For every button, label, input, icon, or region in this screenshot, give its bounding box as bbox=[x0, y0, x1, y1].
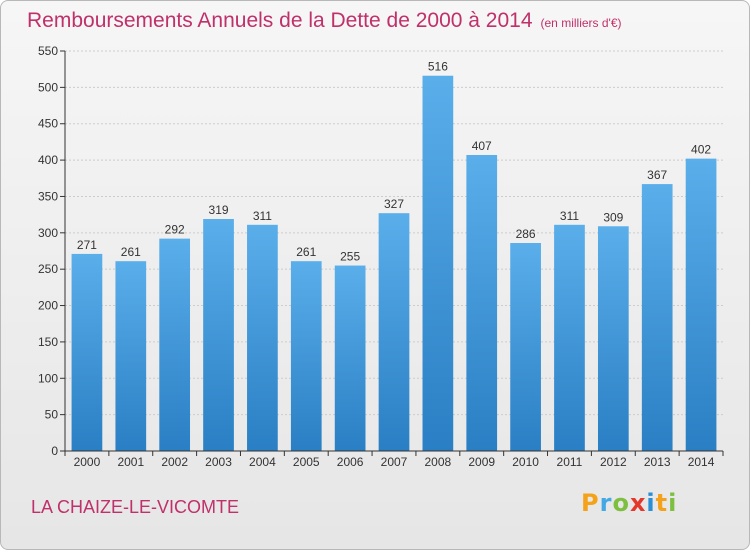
x-tick-label: 2010 bbox=[512, 455, 539, 469]
y-tick-label: 0 bbox=[51, 444, 58, 458]
bar-2008 bbox=[422, 75, 454, 452]
bars bbox=[71, 75, 717, 452]
chart-subtitle: (en milliers d'€) bbox=[540, 16, 622, 30]
bar-2007 bbox=[378, 213, 410, 451]
x-tick-label: 2011 bbox=[557, 455, 583, 469]
logo-letter: i bbox=[668, 489, 678, 517]
logo-letter: x bbox=[629, 489, 647, 517]
y-tick-label: 100 bbox=[38, 371, 58, 385]
bar-value-label: 367 bbox=[647, 168, 667, 182]
bar-2005 bbox=[290, 261, 322, 451]
bar-2011 bbox=[554, 224, 585, 451]
bar-2000 bbox=[71, 253, 103, 451]
y-tick-label: 200 bbox=[38, 299, 58, 313]
bar-2002 bbox=[159, 238, 191, 451]
x-tick-label: 2013 bbox=[644, 455, 671, 469]
y-tick-label: 400 bbox=[38, 153, 58, 167]
bar-value-label: 516 bbox=[428, 60, 448, 74]
bar-2013 bbox=[641, 184, 673, 451]
axes bbox=[60, 50, 724, 456]
y-tick-label: 150 bbox=[38, 335, 58, 349]
bar-value-label: 271 bbox=[77, 238, 97, 252]
bar-2012 bbox=[597, 226, 629, 451]
bar-value-label: 286 bbox=[516, 227, 536, 241]
x-tick-label: 2007 bbox=[381, 455, 408, 469]
bar-2006 bbox=[334, 265, 366, 451]
logo-letter: r bbox=[599, 489, 613, 517]
y-tick-label: 250 bbox=[38, 262, 58, 276]
logo-letter: i bbox=[646, 489, 656, 517]
bar-value-label: 319 bbox=[209, 203, 229, 217]
labels: 0 50 100 150 200 250 300 350 400 450 500 550 271 2000… bbox=[38, 44, 715, 469]
x-tick-label: 2001 bbox=[117, 455, 144, 469]
x-tick-label: 2006 bbox=[337, 455, 364, 469]
proxiti-logo: Proxiti bbox=[581, 489, 677, 517]
bar-2003 bbox=[203, 219, 234, 451]
logo-letter: o bbox=[612, 489, 630, 517]
bar-value-label: 311 bbox=[253, 209, 272, 223]
y-tick-label: 500 bbox=[38, 80, 58, 94]
bar-value-label: 407 bbox=[472, 139, 492, 153]
bar-2001 bbox=[115, 261, 147, 451]
y-tick-label: 50 bbox=[45, 408, 59, 422]
bar-value-label: 292 bbox=[165, 223, 185, 237]
bar-value-label: 261 bbox=[296, 245, 316, 259]
chart-title-text: Remboursements Annuels de la Dette de 20… bbox=[27, 9, 533, 32]
x-tick-label: 2003 bbox=[205, 455, 232, 469]
bar-value-label: 311 bbox=[560, 209, 579, 223]
bar-2009 bbox=[466, 155, 498, 451]
city-name: LA CHAIZE-LE-VICOMTE bbox=[31, 497, 240, 517]
y-tick-label: 450 bbox=[38, 117, 58, 131]
logo-letter: P bbox=[581, 489, 600, 517]
x-tick-label: 2002 bbox=[161, 455, 188, 469]
bar-value-label: 402 bbox=[691, 143, 711, 157]
bar-value-label: 309 bbox=[603, 210, 623, 224]
bar-value-label: 255 bbox=[340, 250, 360, 264]
x-tick-label: 2000 bbox=[74, 455, 101, 469]
x-tick-label: 2014 bbox=[688, 455, 715, 469]
bar-2004 bbox=[247, 224, 278, 451]
x-tick-label: 2012 bbox=[600, 455, 627, 469]
x-tick-label: 2008 bbox=[425, 455, 452, 469]
x-tick-label: 2004 bbox=[249, 455, 276, 469]
y-tick-label: 300 bbox=[38, 226, 58, 240]
y-tick-label: 550 bbox=[38, 44, 58, 58]
x-tick-label: 2005 bbox=[293, 455, 320, 469]
bar-value-label: 327 bbox=[384, 197, 404, 211]
x-tick-label: 2009 bbox=[468, 455, 495, 469]
y-tick-label: 350 bbox=[38, 189, 58, 203]
bar-2010 bbox=[510, 243, 541, 451]
logo-letter: t bbox=[655, 489, 669, 517]
bar-value-label: 261 bbox=[121, 245, 141, 259]
chart-title: Remboursements Annuels de la Dette de 20… bbox=[27, 9, 622, 33]
bar-2014 bbox=[685, 158, 717, 452]
